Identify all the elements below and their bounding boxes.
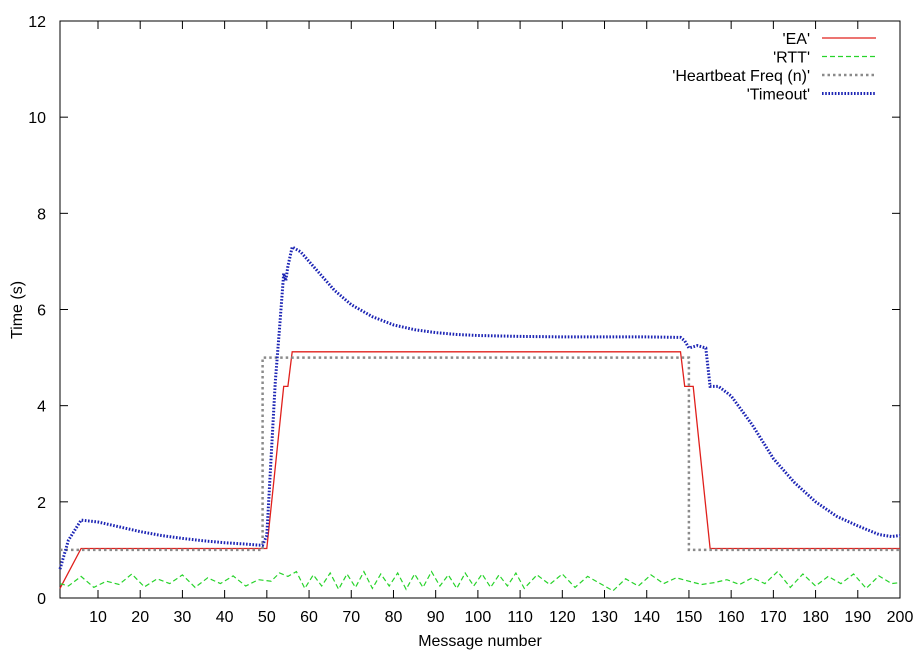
y-tick-label: 10 <box>28 110 46 127</box>
legend-label: 'Timeout' <box>747 87 810 104</box>
plot-area <box>59 20 901 599</box>
series-line-2 <box>59 570 901 592</box>
x-tick-label: 190 <box>844 609 871 626</box>
x-tick-label: 130 <box>591 609 618 626</box>
x-tick-label: 100 <box>465 609 492 626</box>
x-tick-label: 40 <box>216 609 234 626</box>
x-tick-label: 50 <box>258 609 276 626</box>
x-tick-label: 180 <box>802 609 829 626</box>
x-tick-label: 140 <box>633 609 660 626</box>
legend: 'EA' 'RTT''Heartbeat Freq (n)' 'Timeout' <box>672 31 876 104</box>
x-tick-label: 10 <box>89 609 107 626</box>
x-tick-label: 110 <box>507 609 533 626</box>
y-tick-label: 8 <box>37 206 46 223</box>
x-tick-label: 200 <box>887 609 914 626</box>
x-tick-label: 60 <box>300 609 318 626</box>
y-axis-title: Time (s) <box>9 281 26 339</box>
x-tick-label: 80 <box>385 609 403 626</box>
x-axis-title: Message number <box>418 633 542 650</box>
series-line-3 <box>60 356 900 552</box>
series-line-4 <box>58 244 901 570</box>
x-tick-label: 90 <box>427 609 445 626</box>
x-tick-label: 120 <box>549 609 576 626</box>
axis-ticks: 10 20 30 40 50 60 70 80 90 100 110 120 130 140 150 160 1… <box>28 14 913 626</box>
y-tick-label: 6 <box>37 303 46 320</box>
x-tick-label: 170 <box>760 609 787 626</box>
legend-label: 'RTT' <box>773 50 810 67</box>
plot-border <box>59 20 901 599</box>
x-tick-label: 30 <box>174 609 192 626</box>
legend-label: 'EA' <box>783 31 810 48</box>
y-tick-label: 2 <box>37 495 46 512</box>
series-line-1 <box>59 351 900 589</box>
y-tick-label: 4 <box>37 399 46 416</box>
legend-label: 'Heartbeat Freq (n)' <box>672 68 810 85</box>
y-tick-label: 12 <box>28 14 46 31</box>
x-tick-label: 70 <box>342 609 360 626</box>
x-tick-label: 150 <box>676 609 703 626</box>
x-tick-label: 160 <box>718 609 745 626</box>
y-tick-label: 0 <box>37 591 46 608</box>
x-tick-label: 20 <box>131 609 149 626</box>
series-layer <box>58 244 901 592</box>
